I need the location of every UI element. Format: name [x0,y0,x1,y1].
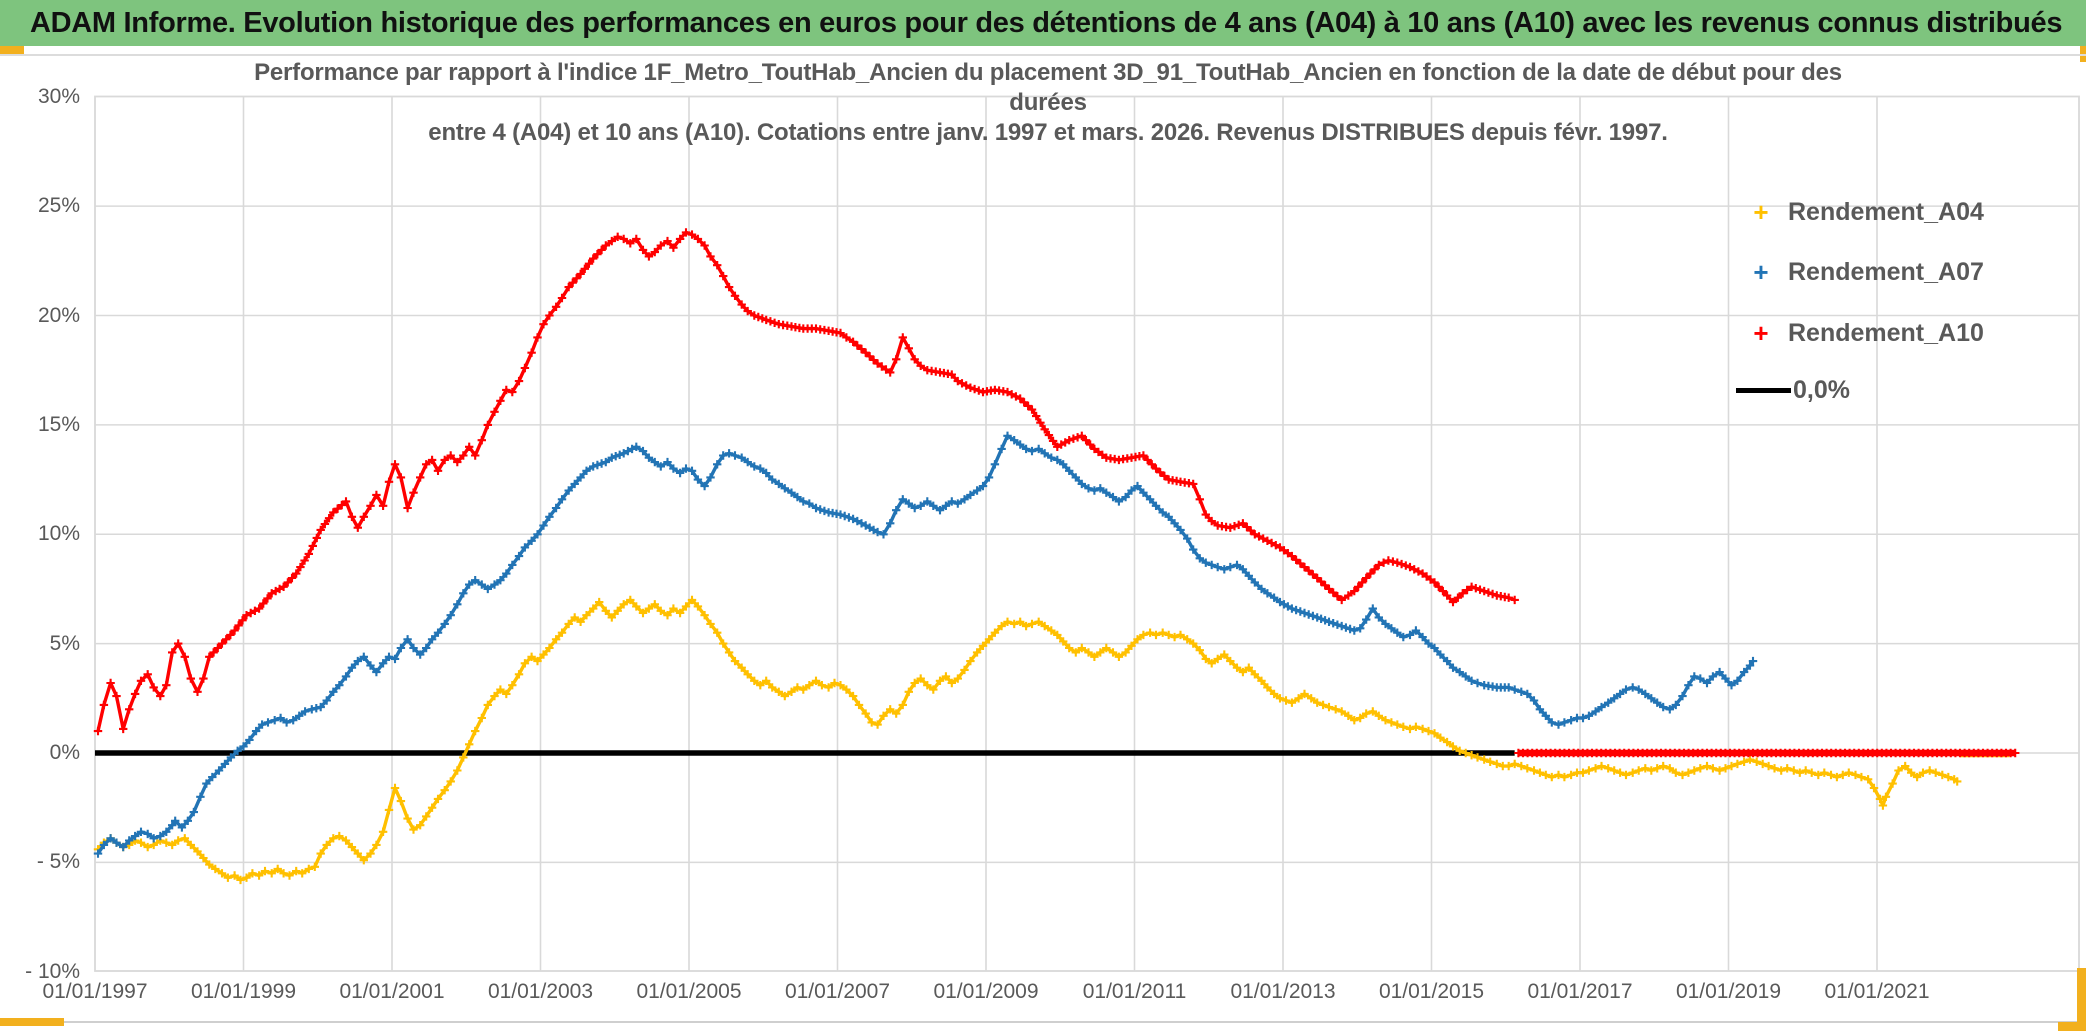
legend-label: Rendement_A04 [1788,197,1984,226]
series-markers-Rendement_A04 [93,595,1962,885]
series-line-Rendement_A10 [96,230,1516,732]
legend-label: Rendement_A10 [1788,318,1984,347]
chart-title: Performance par rapport à l'indice 1F_Me… [193,58,1903,148]
divider-top [0,54,2086,56]
chart-title-line-1: Performance par rapport à l'indice 1F_Me… [254,59,1842,86]
gold-accent-bottom-left [0,1018,64,1026]
chart-title-line-2: durées [1009,89,1087,116]
y-tick--10: - 10% [25,959,80,983]
x-tick-1999: 01/01/1999 [190,980,297,1003]
plot-border [94,95,2080,972]
legend-line-sample [1736,387,1791,393]
legend-plus-marker: + [1753,196,1769,227]
y-tick-5: 5% [49,631,80,655]
y-tick-30: 30% [37,84,80,108]
legend-plus-marker: + [1753,317,1769,348]
y-tick-25: 25% [37,194,80,218]
legend-item-rendement-a04[interactable]: + Rendement_A04 [1736,194,1984,230]
legend-item-rendement-a10[interactable]: + Rendement_A10 [1736,315,1984,351]
x-tick-2005: 01/01/2005 [636,980,742,1003]
gold-accent-bottom-right [2058,1022,2086,1031]
x-tick-2019: 01/01/2019 [1675,980,1782,1003]
x-tick-2001: 01/01/2001 [339,980,445,1003]
x-tick-2009: 01/01/2009 [933,980,1039,1003]
y-tick-0: 0% [49,741,80,764]
legend-label: Rendement_A07 [1788,257,1984,286]
gold-accent-right-strip [2077,968,2086,1031]
series-line-Rendement_A04 [96,598,1959,882]
x-tick-2015: 01/01/2015 [1378,980,1485,1003]
legend-item-0-0-[interactable]: 0,0% [1736,372,1850,408]
x-tick-2017: 01/01/2017 [1527,980,1633,1003]
y-tick-10: 10% [37,522,80,546]
banner-title: ADAM Informe. Evolution historique des p… [0,0,2086,46]
gold-accent-top-left [0,46,24,54]
divider-bottom [0,1021,2086,1023]
series-markers-Rendement_A10 [93,228,1519,736]
chart-title-line-3: entre 4 (A04) et 10 ans (A10). Cotations… [428,119,1668,146]
y-tick-15: 15% [37,412,80,436]
y-tick-20: 20% [37,303,80,327]
x-tick-2011: 01/01/2011 [1082,980,1187,1003]
series-zero-run-markers [1514,748,2020,758]
x-tick-2021: 01/01/2021 [1824,980,1930,1003]
x-tick-2013: 01/01/2013 [1230,980,1336,1003]
legend-item-rendement-a07[interactable]: + Rendement_A07 [1736,254,1984,290]
legend-label: 0,0% [1793,375,1850,404]
y-tick--5: - 5% [36,850,80,874]
x-tick-1997: 01/01/1997 [42,980,148,1003]
x-tick-2003: 01/01/2003 [487,980,594,1003]
x-tick-2007: 01/01/2007 [784,980,891,1003]
legend-plus-marker: + [1753,256,1769,287]
series-markers-Rendement_A07 [93,431,1758,858]
